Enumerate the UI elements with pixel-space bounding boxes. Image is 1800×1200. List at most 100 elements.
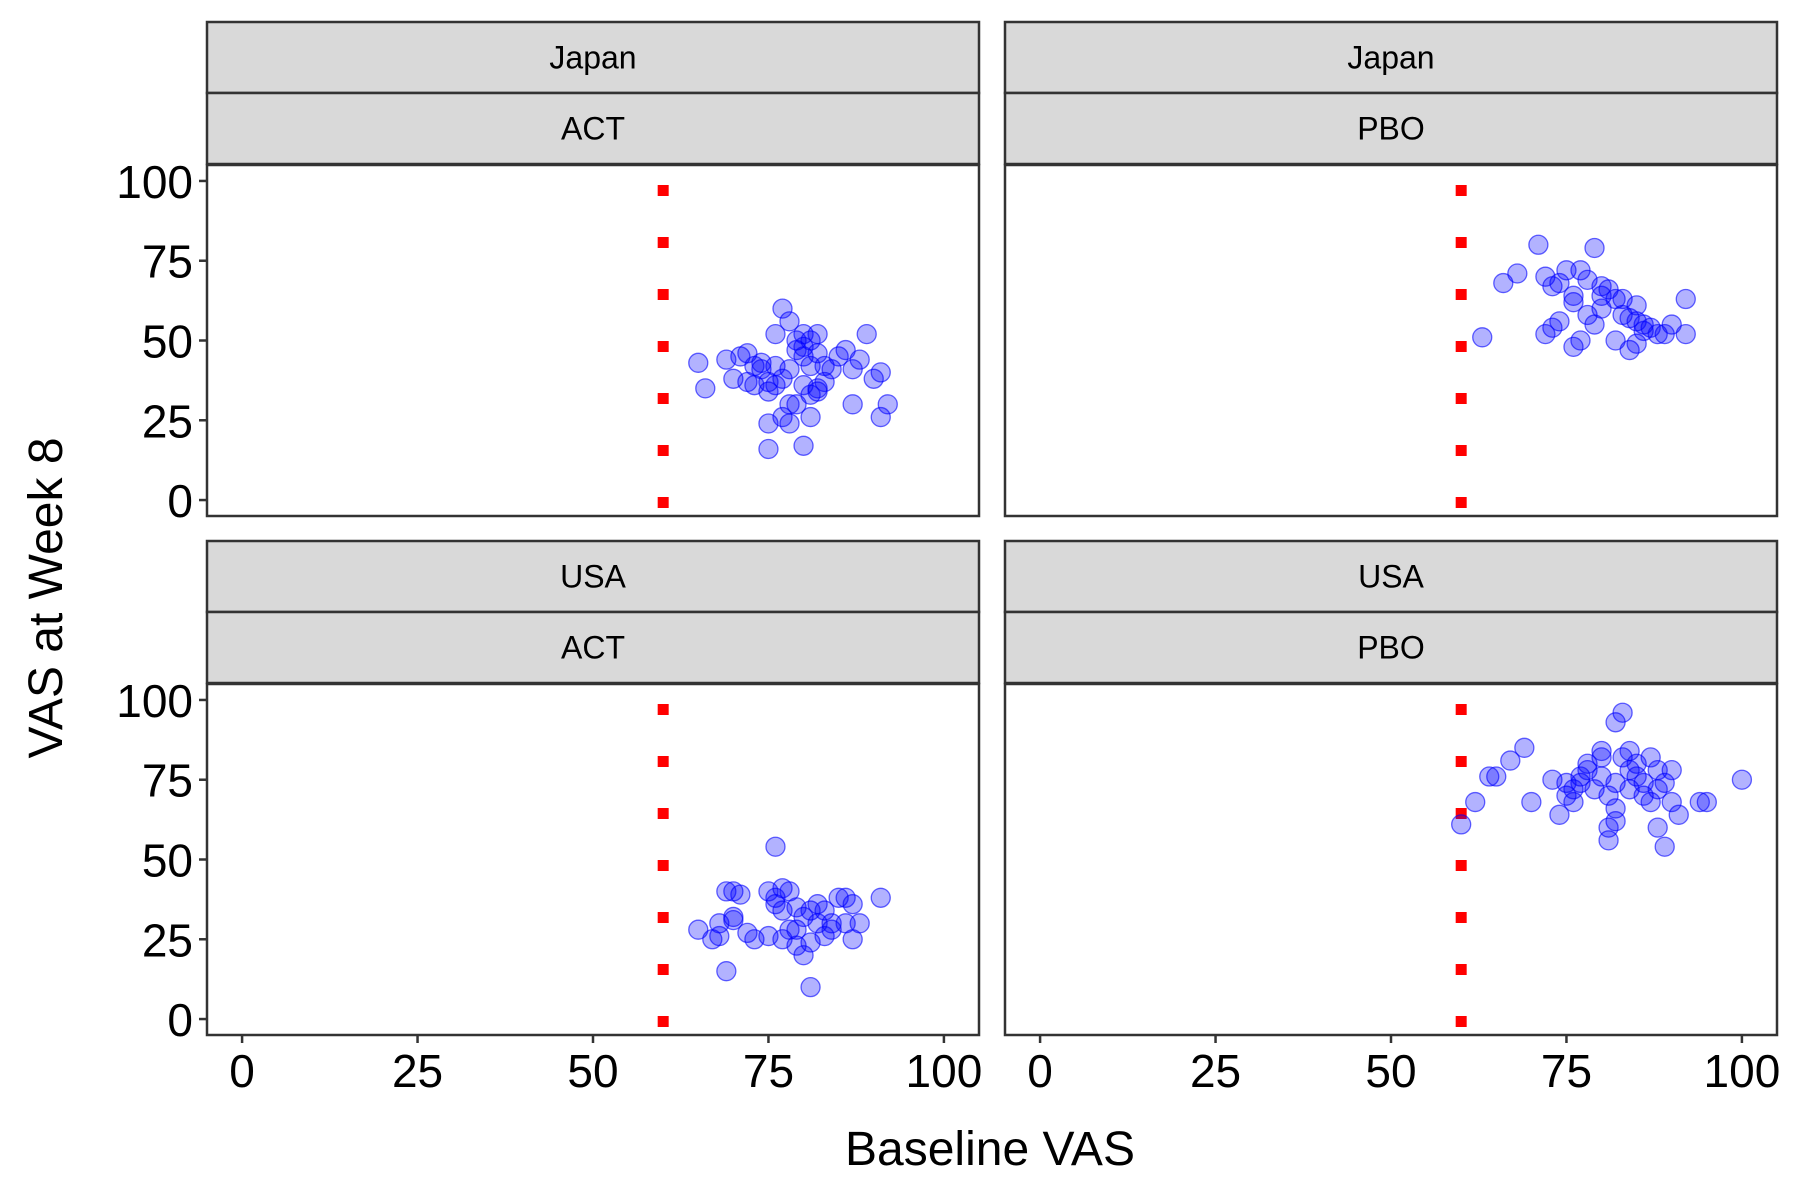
facet-panel-japan-pbo: Japan PBO bbox=[1003, 20, 1779, 518]
data-point bbox=[877, 394, 898, 415]
data-point bbox=[821, 913, 842, 934]
facet-strip bbox=[1003, 20, 1779, 95]
data-point bbox=[758, 413, 779, 434]
data-point bbox=[1626, 311, 1647, 332]
data-point bbox=[1668, 804, 1689, 825]
data-point bbox=[786, 897, 807, 918]
data-point bbox=[1507, 263, 1528, 284]
data-point bbox=[758, 438, 779, 460]
facet-strip bbox=[1003, 610, 1779, 685]
facet-strip-label: PBO bbox=[1357, 630, 1425, 666]
x-tick-label: 75 bbox=[1541, 1045, 1592, 1097]
data-point bbox=[1605, 798, 1626, 819]
y-tick-label: 75 bbox=[142, 755, 193, 807]
data-point bbox=[1549, 804, 1570, 825]
data-point bbox=[779, 413, 800, 434]
data-point bbox=[1626, 295, 1647, 316]
x-tick-label: 0 bbox=[1027, 1045, 1053, 1097]
y-tick-label: 75 bbox=[142, 236, 193, 288]
facet-panels: Japan ACT Japan PBO USA ACT USA PBO bbox=[205, 20, 1779, 1037]
data-point bbox=[1479, 766, 1500, 787]
data-point bbox=[1647, 760, 1668, 781]
panel-border bbox=[1003, 163, 1779, 518]
data-point bbox=[800, 355, 821, 377]
facet-strip-label: Japan bbox=[549, 40, 636, 76]
data-point bbox=[870, 887, 891, 908]
data-point bbox=[695, 378, 716, 399]
data-point bbox=[1605, 772, 1626, 794]
y-tick-label: 100 bbox=[116, 156, 193, 208]
data-point bbox=[688, 352, 709, 373]
y-tick-label: 100 bbox=[116, 675, 193, 727]
data-point bbox=[730, 884, 751, 905]
data-point bbox=[772, 298, 793, 319]
data-point bbox=[842, 894, 863, 915]
data-point bbox=[1556, 260, 1577, 281]
facet-strip bbox=[1003, 539, 1779, 614]
facet-strip-label: ACT bbox=[561, 111, 625, 147]
x-tick-label: 100 bbox=[906, 1045, 983, 1097]
panel-border bbox=[1003, 682, 1779, 1037]
facet-panel-usa-pbo: USA PBO bbox=[1003, 539, 1779, 1037]
data-point bbox=[1661, 791, 1682, 813]
data-point bbox=[807, 381, 828, 402]
data-point bbox=[856, 323, 877, 345]
data-point bbox=[1521, 791, 1542, 813]
x-axis-title: Baseline VAS bbox=[845, 1123, 1135, 1176]
x-tick-label: 25 bbox=[392, 1045, 443, 1097]
facet-strip bbox=[205, 20, 981, 95]
data-point bbox=[842, 394, 863, 415]
data-point bbox=[800, 406, 821, 428]
data-point bbox=[1731, 769, 1753, 790]
data-point bbox=[807, 323, 828, 345]
axes: 0 25 50 75 100 0 25 50 75 100 0 25 50 75 100 0 25 50 75 100 bbox=[116, 156, 1780, 1097]
data-point bbox=[737, 343, 758, 364]
data-point bbox=[1654, 772, 1675, 794]
data-point bbox=[765, 355, 786, 377]
data-point bbox=[870, 362, 891, 383]
data-point bbox=[1591, 276, 1612, 297]
data-point bbox=[814, 355, 835, 377]
facet-strip bbox=[205, 91, 981, 166]
data-point bbox=[786, 394, 807, 415]
data-point bbox=[793, 945, 814, 966]
facet-strip-label: PBO bbox=[1357, 111, 1425, 147]
data-point bbox=[1626, 333, 1647, 354]
data-point bbox=[814, 900, 835, 921]
x-tick-label: 50 bbox=[567, 1045, 618, 1097]
data-point bbox=[793, 435, 814, 456]
y-tick-label: 0 bbox=[167, 994, 193, 1046]
data-point bbox=[1591, 740, 1612, 762]
data-point bbox=[1647, 817, 1668, 838]
data-point bbox=[723, 909, 744, 931]
y-tick-label: 25 bbox=[142, 395, 193, 447]
facet-strip-label: USA bbox=[560, 559, 626, 595]
x-tick-label: 100 bbox=[1704, 1045, 1781, 1097]
data-point bbox=[716, 961, 737, 982]
facet-panel-usa-act: USA ACT bbox=[205, 539, 981, 1037]
y-tick-label: 50 bbox=[142, 316, 193, 368]
data-point bbox=[709, 925, 730, 947]
data-point bbox=[1514, 737, 1535, 758]
facet-panel-japan-act: Japan ACT bbox=[205, 20, 981, 518]
data-point bbox=[1451, 814, 1472, 835]
facet-strip bbox=[205, 539, 981, 614]
facet-strip-label: Japan bbox=[1347, 40, 1434, 76]
data-point bbox=[849, 349, 870, 370]
facet-strip-label: ACT bbox=[561, 630, 625, 666]
data-point bbox=[1549, 272, 1570, 294]
data-point bbox=[1640, 791, 1661, 813]
data-point bbox=[688, 919, 709, 940]
data-point bbox=[1640, 747, 1661, 768]
data-point bbox=[1689, 791, 1710, 813]
y-tick-label: 25 bbox=[142, 914, 193, 966]
data-point bbox=[1661, 760, 1682, 781]
facet-strip bbox=[1003, 91, 1779, 166]
data-point bbox=[765, 323, 786, 345]
data-point bbox=[765, 836, 786, 857]
data-point bbox=[849, 913, 870, 934]
y-tick-label: 50 bbox=[142, 835, 193, 887]
data-point bbox=[1528, 234, 1549, 255]
y-tick-label: 0 bbox=[167, 475, 193, 527]
data-point bbox=[1570, 330, 1591, 351]
